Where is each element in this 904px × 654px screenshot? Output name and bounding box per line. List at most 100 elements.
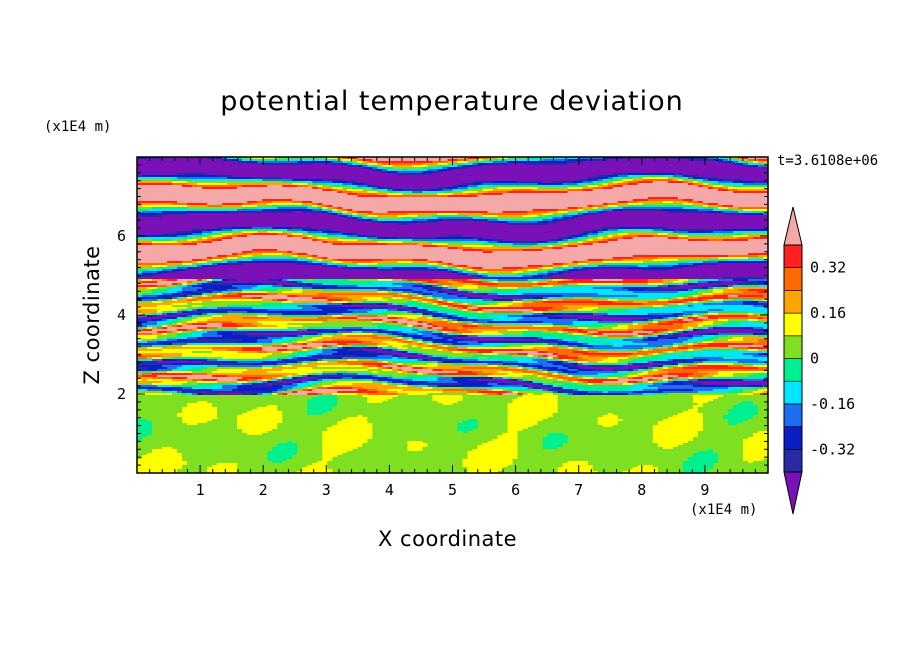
- contour-cell: [742, 459, 764, 462]
- contour-cell: [182, 345, 263, 348]
- contour-cell: [387, 287, 424, 290]
- contour-cell: [427, 263, 439, 266]
- contour-cell: [612, 369, 629, 372]
- contour-cell: [742, 233, 768, 236]
- contour-cell: [447, 293, 454, 296]
- contour-cell: [447, 287, 454, 290]
- contour-cell: [137, 419, 148, 422]
- contour-cell: [682, 463, 714, 466]
- contour-cell: [192, 301, 203, 304]
- contour-cell: [537, 183, 564, 186]
- contour-cell: [147, 321, 158, 324]
- contour-cell: [412, 313, 419, 316]
- contour-cell: [217, 379, 238, 382]
- contour-cell: [477, 325, 494, 328]
- contour-cell: [217, 175, 233, 178]
- contour-cell: [282, 337, 293, 340]
- contour-cell: [537, 375, 544, 378]
- contour-cell: [287, 295, 298, 298]
- contour-cell: [267, 351, 283, 354]
- contour-cell: [692, 315, 699, 318]
- contour-cell: [507, 379, 514, 382]
- contour-cell: [337, 285, 358, 288]
- contour-cell: [572, 235, 584, 238]
- contour-cell: [182, 467, 208, 470]
- contour-cell: [667, 365, 674, 368]
- contour-cell: [677, 157, 709, 160]
- contour-cell: [137, 295, 143, 298]
- contour-cell: [542, 247, 554, 250]
- contour-cell: [137, 317, 163, 320]
- contour-cell: [357, 285, 404, 288]
- contour-cell: [332, 243, 388, 246]
- contour-cell: [257, 207, 278, 210]
- contour-cell: [527, 367, 534, 370]
- contour-cell: [617, 233, 629, 236]
- contour-cell: [607, 233, 619, 236]
- contour-cell: [597, 177, 609, 180]
- contour-cell: [392, 339, 404, 342]
- contour-cell: [332, 459, 464, 462]
- contour-cell: [637, 349, 644, 352]
- contour-cell: [282, 177, 589, 180]
- contour-cell: [592, 243, 768, 246]
- contour-cell: [707, 313, 719, 316]
- contour-cell: [157, 309, 178, 312]
- contour-cell: [307, 281, 373, 284]
- contour-cell: [282, 313, 328, 316]
- contour-cell: [207, 367, 263, 370]
- contour-cell: [537, 221, 549, 224]
- contour-cell: [437, 261, 444, 264]
- contour-cell: [597, 293, 679, 296]
- contour-cell: [582, 237, 589, 240]
- contour-cell: [147, 325, 158, 328]
- contour-cell: [722, 309, 768, 312]
- contour-cell: [137, 449, 153, 452]
- contour-cell: [592, 345, 614, 348]
- contour-cell: [332, 265, 338, 268]
- contour-cell: [392, 397, 434, 400]
- contour-cell: [502, 377, 509, 380]
- contour-cell: [467, 215, 484, 218]
- contour-cell: [467, 307, 479, 310]
- contour-cell: [217, 255, 228, 258]
- contour-cell: [547, 375, 564, 378]
- contour-cell: [182, 323, 188, 326]
- contour-cell: [477, 373, 494, 376]
- contour-cell: [447, 355, 474, 358]
- contour-cell: [477, 279, 484, 282]
- contour-cell: [627, 381, 639, 384]
- contour-cell: [322, 231, 338, 234]
- contour-cell: [747, 257, 764, 260]
- contour-cell: [502, 193, 768, 196]
- contour-cell: [167, 311, 173, 314]
- contour-cell: [397, 341, 404, 344]
- contour-cell: [542, 271, 549, 274]
- contour-cell: [547, 215, 559, 218]
- contour-cell: [202, 301, 283, 304]
- contour-cell: [287, 349, 298, 352]
- contour-cell: [202, 237, 208, 240]
- contour-cell: [547, 239, 559, 242]
- contour-cell: [252, 409, 278, 412]
- contour-cell: [672, 317, 679, 320]
- contour-cell: [152, 423, 188, 426]
- contour-cell: [237, 381, 248, 384]
- contour-cell: [322, 263, 328, 266]
- contour-cell: [162, 293, 173, 296]
- contour-cell: [397, 317, 404, 320]
- contour-cell: [137, 191, 338, 194]
- contour-cell: [137, 237, 183, 240]
- contour-cell: [482, 277, 494, 280]
- contour-cell: [537, 349, 549, 352]
- contour-cell: [637, 367, 644, 370]
- contour-cell: [317, 387, 328, 390]
- contour-cell: [707, 333, 719, 336]
- contour-cell: [202, 315, 213, 318]
- contour-cell: [672, 313, 684, 316]
- contour-cell: [417, 311, 434, 314]
- contour-cell: [702, 339, 714, 342]
- contour-cell: [382, 341, 399, 344]
- contour-cell: [432, 173, 614, 176]
- contour-cell: [622, 339, 644, 342]
